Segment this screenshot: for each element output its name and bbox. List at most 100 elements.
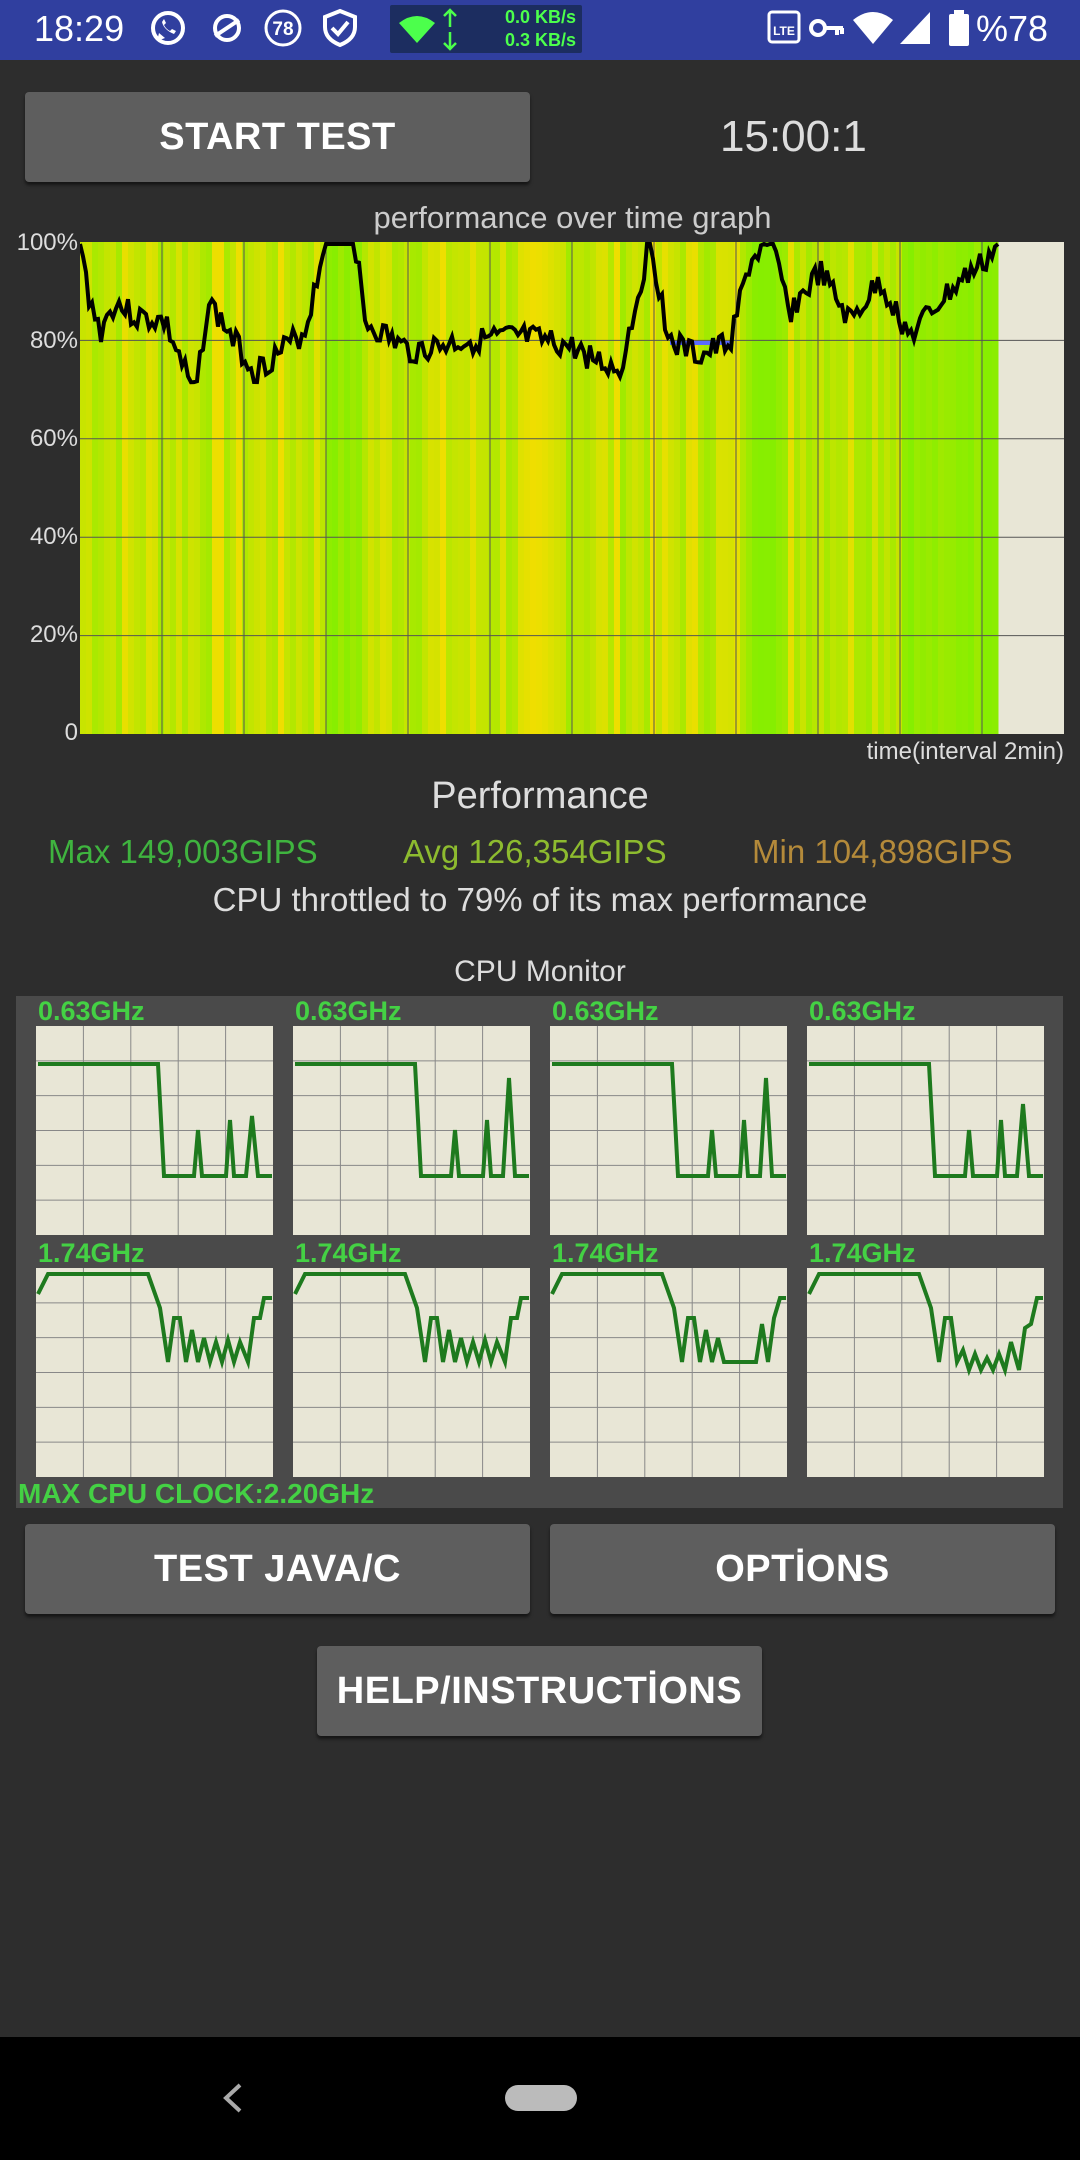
graph-bar: [626, 242, 633, 734]
core-3-frequency: 0.63GHz: [552, 996, 659, 1026]
graph-bar: [704, 242, 711, 734]
graph-bar: [728, 242, 735, 734]
options-button[interactable]: OPTİONS: [550, 1524, 1055, 1614]
graph-bar: [986, 242, 993, 734]
graph-bar: [956, 242, 963, 734]
graph-bar: [476, 242, 483, 734]
avg-performance: Avg 126,354GIPS: [403, 833, 667, 870]
graph-bar: [380, 242, 387, 734]
graph-bar: [146, 242, 153, 734]
graph-bar: [440, 242, 447, 734]
performance-graph: [80, 242, 1064, 734]
throttle-text: CPU throttled to 79% of its max performa…: [212, 881, 868, 918]
graph-bar: [464, 242, 471, 734]
graph-bar: [512, 242, 519, 734]
graph-bar: [338, 242, 345, 734]
network-speed-widget: 0.0 KB/s 0.3 KB/s: [390, 5, 582, 53]
graph-bar: [884, 242, 891, 734]
badge-number: 78: [272, 19, 293, 40]
graph-bar: [950, 242, 957, 734]
graph-bar: [680, 242, 687, 734]
graph-bar: [914, 242, 921, 734]
graph-bar: [578, 242, 585, 734]
graph-bar: [716, 242, 723, 734]
graph-bar: [98, 242, 105, 734]
graph-bar: [428, 242, 435, 734]
graph-bar: [158, 242, 165, 734]
graph-bar: [224, 242, 231, 734]
graph-bar: [134, 242, 141, 734]
graph-bar: [212, 242, 219, 734]
status-bar: 18:29 78 0.0 KB/s 0.3 KB/s LTE: [0, 0, 1080, 60]
core-graph-grid: [550, 1268, 787, 1477]
svg-text:LTE: LTE: [773, 24, 795, 38]
graph-bar: [554, 242, 561, 734]
graph-bar: [608, 242, 615, 734]
graph-bar: [398, 242, 405, 734]
graph-bar: [848, 242, 855, 734]
graph-bar: [794, 242, 801, 734]
graph-bar: [992, 242, 999, 734]
graph-bar: [872, 242, 879, 734]
core-2-graph: [293, 1026, 530, 1235]
graph-bar: [200, 242, 207, 734]
help-instructions-button[interactable]: HELP/INSTRUCTİONS: [317, 1646, 762, 1736]
badge-78-icon: 78: [264, 9, 302, 47]
graph-title: performance over time graph: [373, 200, 772, 235]
graph-bar: [350, 242, 357, 734]
graph-bar: [392, 242, 399, 734]
graph-bar: [488, 242, 495, 734]
graph-bar: [308, 242, 315, 734]
graph-bar: [314, 242, 321, 734]
home-pill-icon[interactable]: [505, 2085, 577, 2111]
graph-bar: [362, 242, 369, 734]
graph-bar: [590, 242, 597, 734]
start-test-button[interactable]: START TEST: [25, 92, 530, 182]
graph-bar: [194, 242, 201, 734]
core-1-graph: [36, 1026, 273, 1235]
graph-bar: [506, 242, 513, 734]
graph-bar: [896, 242, 903, 734]
core-graph-grid: [550, 1026, 787, 1235]
volte-icon: LTE: [767, 10, 801, 44]
graph-bar: [248, 242, 255, 734]
graph-bar: [218, 242, 225, 734]
graph-bar: [698, 242, 705, 734]
graph-bar: [902, 242, 909, 734]
graph-bar: [596, 242, 603, 734]
wifi-signal-icon: [853, 12, 893, 44]
graph-bar: [722, 242, 729, 734]
vpn-key-icon: [809, 19, 844, 37]
graph-bar: [296, 242, 303, 734]
graph-bar: [632, 242, 639, 734]
back-icon[interactable]: [218, 2081, 248, 2115]
graph-bar: [710, 242, 717, 734]
graph-bar: [452, 242, 459, 734]
graph-bar: [80, 242, 87, 734]
graph-bar: [236, 242, 243, 734]
graph-bar: [602, 242, 609, 734]
graph-bar: [842, 242, 849, 734]
graph-bar: [152, 242, 159, 734]
graph-bar: [860, 242, 867, 734]
graph-bar: [266, 242, 273, 734]
y-tick-80: 80%: [29, 327, 78, 354]
graph-bar: [368, 242, 375, 734]
graph-bar: [104, 242, 111, 734]
test-java-c-button[interactable]: TEST JAVA/C: [25, 1524, 530, 1614]
graph-bar: [674, 242, 681, 734]
graph-bar: [812, 242, 819, 734]
graph-bar: [926, 242, 933, 734]
y-tick-60: 60%: [29, 425, 78, 452]
graph-bar: [260, 242, 267, 734]
core-5-frequency: 1.74GHz: [38, 1238, 145, 1268]
up-arrow-icon: [443, 8, 457, 27]
battery-percent: %78: [975, 8, 1048, 49]
graph-bar: [470, 242, 477, 734]
graph-bar: [752, 242, 759, 734]
performance-title: Performance: [431, 775, 649, 817]
graph-bar: [806, 242, 813, 734]
graph-bar: [482, 242, 489, 734]
graph-bar: [734, 242, 741, 734]
shield-icon: [323, 8, 357, 48]
